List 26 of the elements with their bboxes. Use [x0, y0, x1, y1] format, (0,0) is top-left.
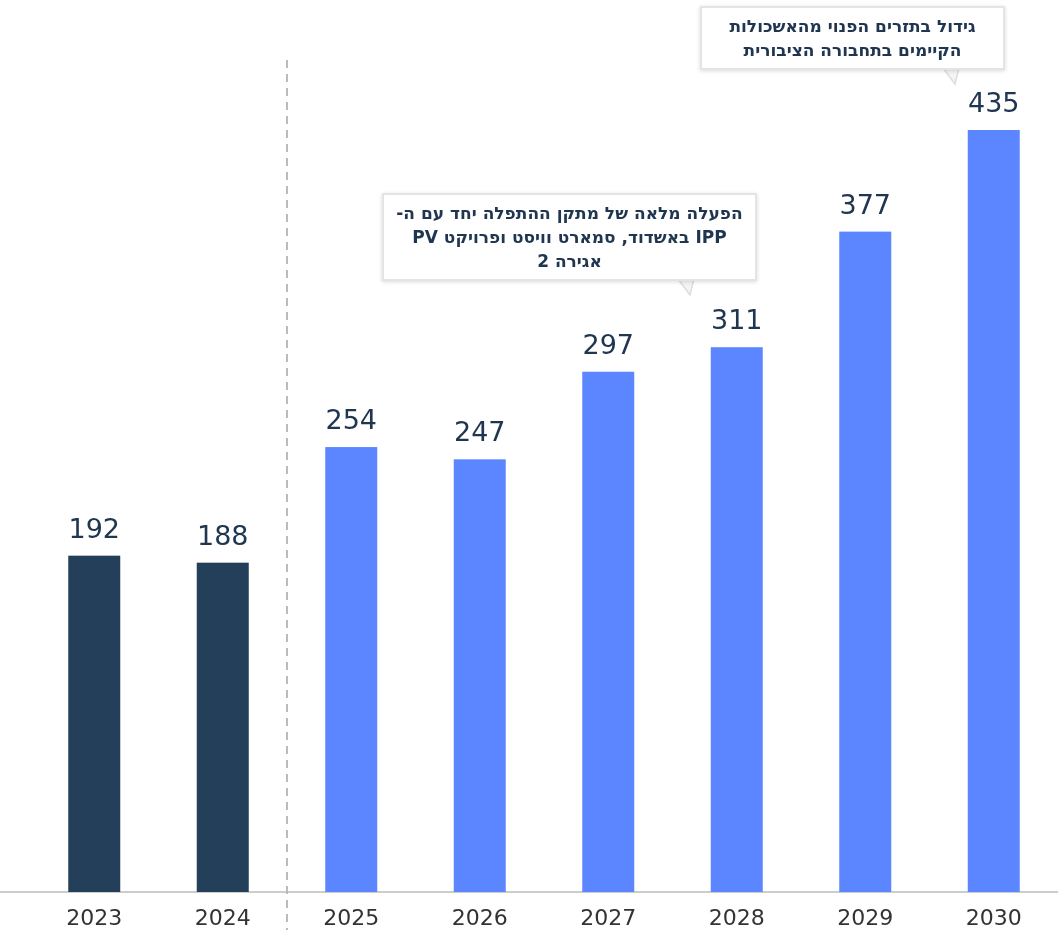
data-label: 377	[839, 188, 892, 220]
bar	[325, 447, 378, 892]
data-label: 188	[196, 519, 249, 551]
data-label: 435	[967, 87, 1020, 118]
bar	[839, 231, 892, 892]
x-tick-label: 2030	[965, 905, 1022, 930]
annotation: הפעלה מלאה של מתקן ההתפלה יחד עם ה-IPP באשדוד, סמארט וויסט ופרויקט PV אגירה 2	[382, 193, 757, 281]
bar	[967, 130, 1020, 892]
data-label: 254	[325, 404, 378, 436]
bar	[196, 562, 249, 892]
data-label: 192	[68, 512, 121, 544]
x-tick-label: 2027	[580, 905, 637, 930]
bar	[68, 555, 121, 892]
x-tick-label: 2026	[451, 905, 508, 930]
x-tick-label: 2025	[323, 905, 380, 930]
x-tick-label: 2024	[194, 905, 251, 930]
bar	[453, 459, 506, 892]
x-tick-label: 2028	[708, 905, 765, 930]
data-label: 311	[710, 304, 763, 336]
x-tick-label: 2023	[66, 905, 123, 930]
x-tick-label: 2029	[837, 905, 894, 930]
bar	[582, 371, 635, 892]
data-label: 247	[453, 416, 506, 448]
text: גידול בתזרים הפנוי מהאשכולות הקיימים בתחבורה הציבורית	[700, 6, 1005, 70]
bar	[710, 347, 763, 892]
data-label: 297	[582, 328, 635, 360]
